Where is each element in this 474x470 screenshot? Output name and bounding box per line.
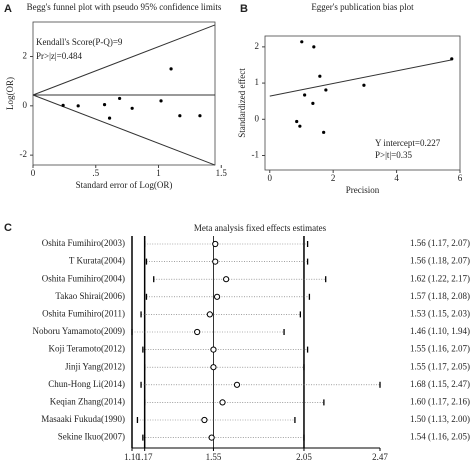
x-tick-label: 1.17	[137, 452, 153, 462]
y-tick-label: -1	[252, 150, 260, 160]
value-label: 1.55 (1.17, 2.05)	[410, 361, 470, 371]
x-tick-label: 4	[394, 173, 399, 183]
panel-letter: A	[4, 3, 12, 15]
y-tick-label: 0	[23, 100, 28, 110]
value-label: 1.62 (1.22, 2.17)	[410, 273, 470, 283]
data-point	[318, 74, 322, 78]
x-tick-label: 0	[31, 168, 36, 178]
chart-title: Egger's publication bias plot	[311, 2, 414, 12]
x-tick-label: 2.05	[296, 452, 312, 462]
data-point	[118, 96, 122, 101]
study-label: Oshita Fumihiro(2004)	[42, 273, 125, 283]
value-label: 1.56 (1.17, 2.07)	[410, 238, 470, 248]
upper-limit	[32, 24, 216, 96]
y-tick-label: 2	[23, 51, 28, 61]
y-tick-label: -2	[20, 149, 28, 159]
estimate	[219, 399, 226, 406]
study-label: Oshita Fumihiro(2003)	[42, 238, 125, 248]
study-label: Koji Teramoto(2012)	[49, 344, 125, 354]
value-label: 1.54 (1.16, 2.05)	[410, 432, 470, 442]
plot-frame	[32, 21, 216, 166]
estimate	[233, 381, 241, 388]
data-point	[178, 114, 182, 118]
estimate	[212, 258, 219, 265]
study-label: Chun-Hong Li(2014)	[48, 379, 125, 389]
study-label: Noboru Yamamoto(2009)	[33, 326, 126, 336]
data-point	[295, 119, 299, 124]
data-point	[159, 99, 163, 103]
plot-frame	[264, 35, 461, 171]
value-label: 1.68 (1.15, 2.47)	[410, 379, 470, 389]
study-label: Sekine Ikuo(2007)	[58, 432, 125, 442]
data-point	[298, 124, 302, 128]
estimate	[213, 293, 221, 300]
data-point	[324, 88, 328, 92]
study-label: Keqian Zhang(2014)	[50, 396, 125, 406]
x-axis-label: Precision	[346, 185, 380, 195]
value-label: 1.46 (1.10, 1.94)	[410, 326, 470, 336]
data-point	[303, 93, 307, 97]
data-point	[312, 45, 316, 49]
estimate	[206, 311, 213, 318]
study-label: Jinji Yang(2012)	[65, 361, 125, 371]
data-point	[300, 40, 304, 44]
data-point	[198, 114, 202, 118]
annotation: Pr>|z|=0.484	[36, 51, 83, 61]
x-tick-label: 1.10	[124, 452, 140, 462]
estimate	[210, 346, 217, 353]
y-axis-label: Log(OR)	[5, 77, 15, 110]
data-point	[107, 116, 112, 120]
y-tick-label: 1	[255, 77, 260, 87]
fit-line	[269, 59, 452, 97]
x-tick-label: 1	[156, 168, 161, 178]
value-label: 1.60 (1.17, 2.16)	[410, 396, 470, 406]
x-tick-label: 0	[268, 173, 273, 183]
lower-limit	[32, 94, 216, 166]
value-label: 1.53 (1.15, 2.03)	[410, 308, 470, 318]
annotation: P>|t|=0.35	[375, 150, 413, 160]
chart-title: Meta analysis fixed effects estimates	[194, 223, 327, 233]
data-point	[130, 106, 134, 110]
annotation: Kendall's Score(P-Q)=9	[36, 37, 123, 47]
estimate	[194, 328, 201, 336]
x-tick-label: 1.5	[216, 168, 228, 178]
estimate	[212, 240, 219, 248]
estimate	[208, 434, 215, 441]
study-label: Masaaki Fukuda(1990)	[41, 414, 125, 424]
study-label: Takao Shirai(2006)	[55, 291, 125, 301]
chart-title: Begg's funnel plot with pseudo 95% confi…	[27, 2, 222, 12]
data-point	[311, 101, 315, 105]
value-label: 1.56 (1.18, 2.07)	[410, 256, 470, 266]
value-label: 1.57 (1.18, 2.08)	[410, 291, 470, 301]
x-tick-label: 1.55	[206, 452, 222, 462]
data-point	[61, 103, 65, 107]
y-tick-label: 2	[255, 41, 260, 51]
data-point	[450, 57, 454, 61]
estimate	[223, 276, 230, 283]
value-label: 1.55 (1.16, 2.07)	[410, 344, 470, 354]
data-point	[169, 67, 173, 71]
x-tick-label: .5	[92, 168, 99, 178]
data-point	[102, 102, 107, 107]
estimate	[201, 416, 208, 424]
y-axis-label: Standardized effect	[237, 68, 247, 138]
study-label: Oshita Fumihiro(2011)	[42, 308, 125, 318]
y-tick-label: 0	[255, 113, 260, 123]
value-label: 1.50 (1.13, 2.00)	[410, 414, 470, 424]
panel-letter: B	[240, 3, 248, 15]
panel-letter: C	[4, 222, 12, 234]
x-tick-label: 2	[331, 173, 336, 183]
x-tick-label: 6	[458, 173, 463, 183]
x-axis-label: Standard error of Log(OR)	[76, 180, 173, 190]
data-point	[362, 83, 366, 87]
data-point	[322, 130, 326, 134]
data-point	[76, 104, 80, 108]
annotation: Y intercept=0.227	[375, 138, 441, 148]
study-label: T Kurata(2004)	[69, 256, 125, 266]
x-tick-label: 2.47	[372, 452, 388, 462]
estimate	[210, 364, 217, 371]
